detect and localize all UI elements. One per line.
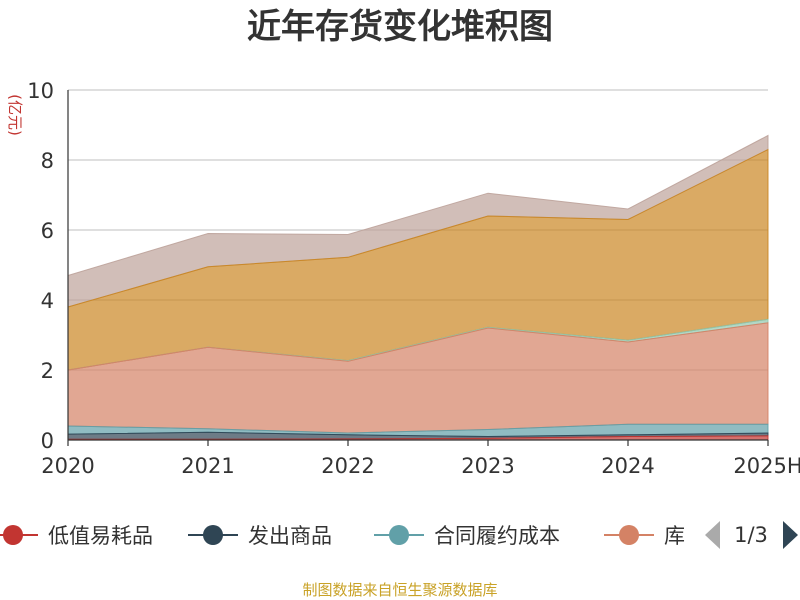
legend-label: 发出商品 [248,524,332,548]
legend-marker-icon [203,525,223,545]
legend-marker-icon [619,525,639,545]
legend-item[interactable]: 低值易耗品 [0,524,153,548]
chart-title: 近年存货变化堆积图 [247,7,553,47]
legend-marker-icon [3,525,23,545]
legend-item[interactable]: 合同履约成本 [374,524,560,548]
legend-prev-icon[interactable] [705,521,720,549]
y-tick-labels: 0 2 4 6 8 10 [27,79,54,453]
legend-label: 合同履约成本 [434,524,560,548]
x-tick-label: 2025H [733,454,800,478]
legend-item[interactable]: 库 [604,524,685,548]
legend-label: 库 [664,524,685,548]
legend-item[interactable]: 发出商品 [188,524,332,548]
data-source-footer: 制图数据来自恒生聚源数据库 [302,581,497,599]
y-tick-label: 2 [41,359,54,383]
legend-marker-icon [389,525,409,545]
x-tick-label: 2023 [461,454,514,478]
y-tick-label: 8 [41,149,54,173]
x-tick-labels: 2020 2021 2022 2023 2024 2025H [41,440,800,478]
x-tick-label: 2020 [41,454,94,478]
x-tick-label: 2024 [601,454,654,478]
y-tick-label: 10 [27,79,54,103]
legend-label: 低值易耗品 [48,524,153,548]
axes [67,90,768,441]
y-tick-label: 0 [41,429,54,453]
legend: 低值易耗品 发出商品 合同履约成本 库 [0,524,685,548]
y-axis-unit-label: (亿元) [6,94,24,136]
legend-pager: 1/3 [705,521,798,549]
legend-page-indicator: 1/3 [734,523,768,547]
legend-next-icon[interactable] [783,521,798,549]
stacked-areas [67,134,769,441]
y-tick-label: 4 [41,289,54,313]
x-tick-label: 2021 [181,454,234,478]
y-tick-label: 6 [41,219,54,243]
x-tick-label: 2022 [321,454,374,478]
